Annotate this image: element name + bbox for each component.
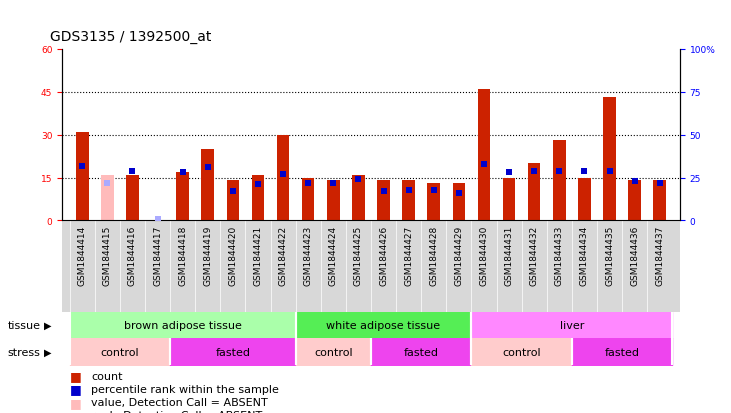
Text: control: control <box>101 347 139 357</box>
Text: GSM1844424: GSM1844424 <box>329 225 338 285</box>
Text: GSM1844419: GSM1844419 <box>203 225 212 286</box>
Bar <box>603 98 616 221</box>
Text: rank, Detection Call = ABSENT: rank, Detection Call = ABSENT <box>91 411 262 413</box>
Bar <box>402 181 415 221</box>
Text: GSM1844418: GSM1844418 <box>178 225 187 286</box>
Bar <box>101 175 113 221</box>
Bar <box>302 178 314 221</box>
Text: percentile rank within the sample: percentile rank within the sample <box>91 384 279 394</box>
Bar <box>327 181 340 221</box>
Text: GSM1844428: GSM1844428 <box>429 225 439 286</box>
Bar <box>578 178 591 221</box>
Bar <box>629 181 641 221</box>
Bar <box>528 164 540 221</box>
Text: GDS3135 / 1392500_at: GDS3135 / 1392500_at <box>50 31 211 44</box>
Bar <box>377 181 390 221</box>
Bar <box>503 178 515 221</box>
Text: GSM1844427: GSM1844427 <box>404 225 413 286</box>
Text: GSM1844420: GSM1844420 <box>228 225 238 286</box>
Text: fasted: fasted <box>605 347 640 357</box>
Bar <box>126 175 139 221</box>
Text: GSM1844434: GSM1844434 <box>580 225 589 286</box>
Bar <box>654 181 666 221</box>
Text: GSM1844432: GSM1844432 <box>530 225 539 286</box>
Text: ■: ■ <box>69 409 81 413</box>
Text: ■: ■ <box>69 396 81 409</box>
Text: stress: stress <box>7 347 40 357</box>
Text: GSM1844430: GSM1844430 <box>480 225 488 286</box>
Text: count: count <box>91 371 123 381</box>
Text: ▶: ▶ <box>44 320 51 330</box>
Text: white adipose tissue: white adipose tissue <box>327 320 441 330</box>
Text: GSM1844415: GSM1844415 <box>103 225 112 286</box>
Bar <box>227 181 239 221</box>
Text: brown adipose tissue: brown adipose tissue <box>124 320 242 330</box>
Text: GSM1844422: GSM1844422 <box>279 225 287 285</box>
Text: GSM1844436: GSM1844436 <box>630 225 639 286</box>
Text: control: control <box>502 347 541 357</box>
Text: liver: liver <box>560 320 584 330</box>
Text: GSM1844426: GSM1844426 <box>379 225 388 286</box>
Bar <box>352 175 365 221</box>
Bar <box>428 184 440 221</box>
Text: GSM1844416: GSM1844416 <box>128 225 137 286</box>
Text: fasted: fasted <box>404 347 439 357</box>
Text: GSM1844425: GSM1844425 <box>354 225 363 286</box>
Bar <box>251 175 265 221</box>
Text: GSM1844421: GSM1844421 <box>254 225 262 286</box>
Text: fasted: fasted <box>216 347 251 357</box>
Text: GSM1844423: GSM1844423 <box>303 225 313 286</box>
Text: GSM1844431: GSM1844431 <box>504 225 514 286</box>
Bar <box>176 172 189 221</box>
Text: tissue: tissue <box>7 320 40 330</box>
Text: GSM1844429: GSM1844429 <box>455 225 463 286</box>
Bar <box>202 150 214 221</box>
Text: GSM1844433: GSM1844433 <box>555 225 564 286</box>
Bar <box>477 90 491 221</box>
Bar <box>452 184 465 221</box>
Text: GSM1844435: GSM1844435 <box>605 225 614 286</box>
Text: control: control <box>314 347 352 357</box>
Text: GSM1844437: GSM1844437 <box>655 225 664 286</box>
Bar <box>76 133 88 221</box>
Text: value, Detection Call = ABSENT: value, Detection Call = ABSENT <box>91 397 268 407</box>
Text: ▶: ▶ <box>44 347 51 357</box>
Bar <box>553 141 566 221</box>
Text: GSM1844417: GSM1844417 <box>153 225 162 286</box>
Text: ■: ■ <box>69 369 81 382</box>
Text: GSM1844414: GSM1844414 <box>77 225 87 286</box>
Text: ■: ■ <box>69 382 81 396</box>
Bar <box>277 135 289 221</box>
